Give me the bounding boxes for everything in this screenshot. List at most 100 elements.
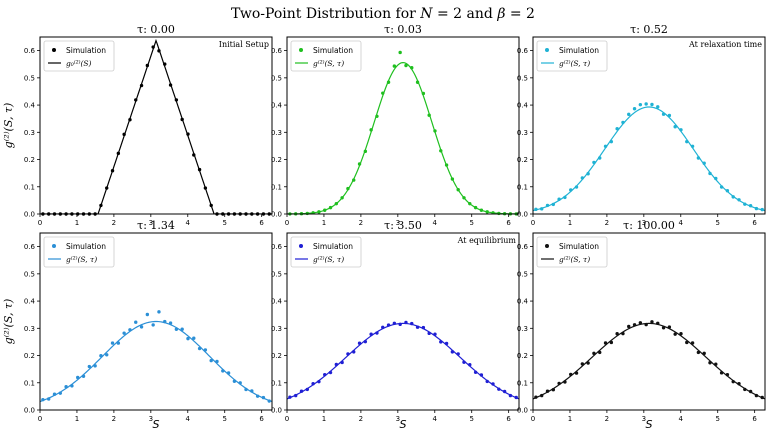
y-tick-label: 0.2 — [271, 352, 282, 360]
x-tick-label: 4 — [433, 219, 438, 227]
simulation-point — [702, 161, 706, 165]
simulation-point — [685, 340, 689, 345]
simulation-point — [534, 395, 538, 399]
simulation-point — [139, 83, 144, 88]
simulation-point — [305, 387, 310, 392]
simulation-point — [462, 360, 466, 364]
simulation-point — [714, 362, 718, 366]
x-tick-label: 5 — [469, 415, 473, 423]
simulation-point — [638, 102, 643, 107]
simulation-point — [508, 393, 513, 398]
x-tick-label: 1 — [568, 219, 572, 227]
y-tick-label: 0.1 — [271, 183, 282, 191]
simulation-point — [638, 321, 643, 325]
y-axis-label: g⁽²⁾(S, τ) — [2, 299, 15, 345]
annotation: At relaxation time — [688, 40, 762, 49]
panel-title: τ: 3.50 — [384, 219, 422, 232]
simulation-point — [328, 370, 333, 375]
simulation-point — [145, 63, 150, 68]
axes-frame — [39, 36, 273, 215]
x-tick-label: 5 — [222, 219, 226, 227]
simulation-point — [110, 341, 115, 345]
legend-label: Simulation — [66, 46, 106, 55]
y-axis-label: g⁽²⁾(S, τ) — [2, 103, 15, 149]
simulation-point — [47, 397, 51, 401]
simulation-point — [743, 387, 747, 392]
panel-4: τ: 1.34 0 1 2 3 4 5 6 0.0 0.1 0.2 0.3 0.4 0.5 0.6 Simul… — [24, 219, 273, 423]
legend-box — [43, 236, 115, 268]
simulation-point — [334, 201, 339, 206]
simulation-point — [255, 394, 260, 398]
simulation-point — [502, 389, 507, 394]
simulation-point — [644, 102, 648, 106]
y-tick-label: 0.4 — [517, 102, 529, 110]
simulation-point — [261, 395, 266, 400]
x-tick-label: 2 — [605, 415, 609, 423]
simulation-point — [328, 205, 333, 210]
simulation-point — [299, 389, 304, 393]
x-tick-label: 6 — [752, 219, 757, 227]
simulation-point — [690, 144, 695, 148]
x-tick-label: 6 — [259, 415, 264, 423]
x-tick-label: 5 — [222, 415, 226, 423]
panel-title: τ: 0.03 — [384, 23, 422, 36]
simulation-point — [534, 207, 538, 212]
y-tick-label: 0.5 — [271, 270, 282, 278]
x-tick-label: 1 — [75, 219, 79, 227]
simulation-point — [398, 322, 402, 327]
simulation-point — [421, 91, 426, 96]
y-tick-label: 0.5 — [24, 74, 35, 82]
x-tick-label: 5 — [469, 219, 473, 227]
panel-1: τ: 0.00 0 1 2 3 4 5 6 0.0 0.1 0.2 0.3 0.4 0.5 0.6 Simul… — [24, 23, 273, 227]
panel-5: τ: 3.50 0 1 2 3 4 5 6 0.0 0.1 0.2 0.3 0.4 0.5 0.6 Simul… — [271, 219, 520, 423]
y-tick-label: 0.6 — [517, 243, 529, 251]
y-tick-label: 0.3 — [517, 325, 528, 333]
x-tick-label: 3 — [149, 415, 153, 423]
simulation-point — [375, 114, 379, 119]
simulation-point — [116, 151, 121, 156]
legend-label: Simulation — [66, 242, 106, 251]
simulation-point — [673, 332, 677, 336]
simulation-point — [439, 149, 443, 153]
simulation-point — [346, 352, 350, 356]
simulation-point — [375, 331, 379, 335]
x-tick-label: 6 — [259, 219, 264, 227]
simulation-point — [58, 391, 63, 395]
legend-label: Simulation — [313, 46, 353, 55]
legend-label: Simulation — [559, 46, 599, 55]
simulation-point — [725, 189, 730, 193]
simulation-point — [369, 332, 373, 336]
simulation-point — [381, 91, 385, 95]
simulation-point — [714, 176, 718, 181]
simulation-point — [497, 211, 501, 216]
simulation-point — [650, 102, 654, 107]
simulation-point — [598, 156, 602, 160]
simulation-point — [87, 364, 92, 369]
simulation-point — [186, 132, 190, 136]
y-tick-label: 0.3 — [24, 129, 35, 137]
axes-frame — [286, 36, 520, 215]
simulation-point — [609, 340, 614, 345]
x-tick-label: 5 — [715, 219, 719, 227]
x-tick-label: 0 — [38, 219, 42, 227]
simulation-point — [323, 208, 327, 212]
simulation-point — [122, 331, 126, 335]
simulation-point — [311, 381, 315, 386]
x-tick-label: 4 — [186, 219, 191, 227]
simulation-point — [661, 326, 666, 330]
x-tick-label: 3 — [642, 219, 646, 227]
legend-label: g⁽²⁾(S, τ) — [559, 59, 590, 68]
simulation-point — [598, 350, 602, 355]
simulation-point — [197, 346, 202, 351]
x-tick-label: 0 — [531, 219, 535, 227]
simulation-point — [468, 201, 472, 206]
simulation-point — [209, 358, 213, 363]
simulation-point — [386, 80, 391, 84]
simulation-point — [145, 312, 150, 317]
y-tick-label: 0.3 — [271, 129, 282, 137]
simulation-point — [128, 118, 132, 122]
simulation-point — [644, 322, 648, 327]
simulation-point — [404, 320, 408, 325]
y-tick-label: 0.6 — [271, 243, 283, 251]
simulation-point — [667, 113, 672, 118]
